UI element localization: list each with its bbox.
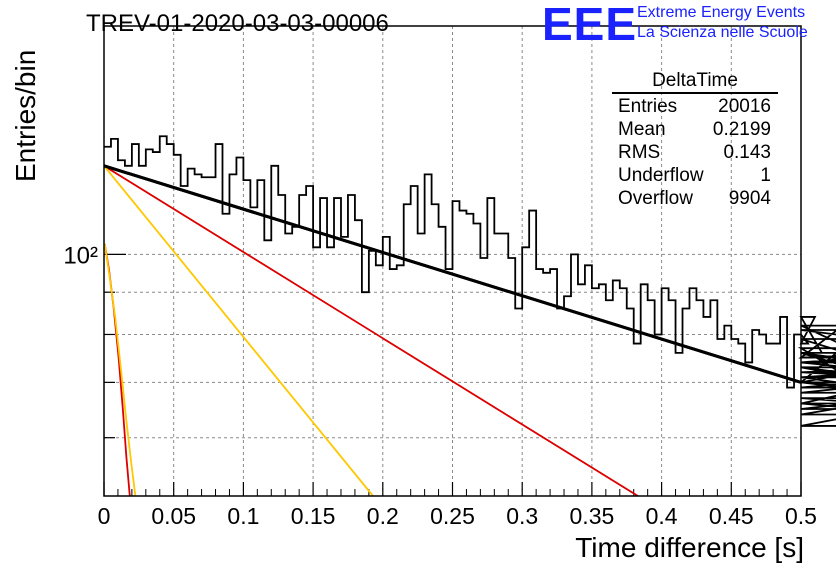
x-tick-label: 0.35 bbox=[570, 503, 615, 529]
stats-row: RMS 0.143 bbox=[612, 141, 778, 164]
stats-label: Mean bbox=[618, 119, 666, 140]
x-tick-label: 0 bbox=[98, 503, 111, 529]
x-tick-label: 0.2 bbox=[367, 503, 399, 529]
logo-caption: Extreme Energy Events La Scienza nelle S… bbox=[637, 3, 808, 43]
stats-label: RMS bbox=[618, 142, 661, 163]
stats-row: Entries 20016 bbox=[612, 95, 778, 118]
logo-line-2: La Scienza nelle Scuole bbox=[637, 24, 808, 41]
stats-value: 0.143 bbox=[723, 142, 771, 163]
logo-line-1: Extreme Energy Events bbox=[637, 4, 806, 21]
x-tick-label: 0.4 bbox=[646, 503, 678, 529]
histogram-series bbox=[103, 135, 836, 427]
x-tick-label: 0.25 bbox=[430, 503, 475, 529]
stats-value: 0.2199 bbox=[712, 119, 771, 140]
y-tick-label: 10² bbox=[63, 242, 98, 269]
eee-logo: EEE bbox=[542, 0, 638, 50]
stats-row: Overflow 9904 bbox=[612, 187, 778, 210]
x-tick-label: 0.45 bbox=[709, 503, 754, 529]
stats-row: Underflow 1 bbox=[612, 164, 778, 187]
stats-label: Entries bbox=[618, 96, 678, 117]
fit-line bbox=[103, 243, 131, 497]
stats-label: Underflow bbox=[618, 165, 704, 186]
stats-title: DeltaTime bbox=[612, 70, 778, 94]
x-tick-label: 0.1 bbox=[227, 503, 259, 529]
histogram-line bbox=[104, 135, 836, 427]
x-axis-label: Time difference [s] bbox=[575, 532, 804, 563]
stats-row: Mean 0.2199 bbox=[612, 118, 778, 141]
plot-frame bbox=[103, 25, 802, 497]
fit-line bbox=[103, 165, 639, 497]
stats-value: 9904 bbox=[728, 188, 771, 209]
x-tick-label: 0.15 bbox=[291, 503, 336, 529]
stats-label: Overflow bbox=[618, 188, 693, 209]
fit-line bbox=[103, 165, 374, 497]
stats-value: 20016 bbox=[718, 96, 771, 117]
fit-line bbox=[103, 243, 137, 497]
stats-value: 1 bbox=[760, 165, 771, 186]
x-tick-label: 0.5 bbox=[785, 503, 817, 529]
y-axis-label: Entries/bin bbox=[10, 49, 41, 182]
fit-line-overlay bbox=[103, 164, 802, 384]
stats-box: DeltaTime Entries 20016 Mean 0.2199 RMS 0.1… bbox=[612, 70, 778, 210]
tick-labels: 0 0.05 0.1 0.15 0.2 0.25 0.3 0.35 0.4 0.45 0.5 10² bbox=[63, 242, 817, 529]
histogram-title: TREV-01-2020-03-03-00006 bbox=[86, 10, 389, 37]
x-tick-label: 0.3 bbox=[506, 503, 538, 529]
x-tick-label: 0.05 bbox=[151, 503, 196, 529]
